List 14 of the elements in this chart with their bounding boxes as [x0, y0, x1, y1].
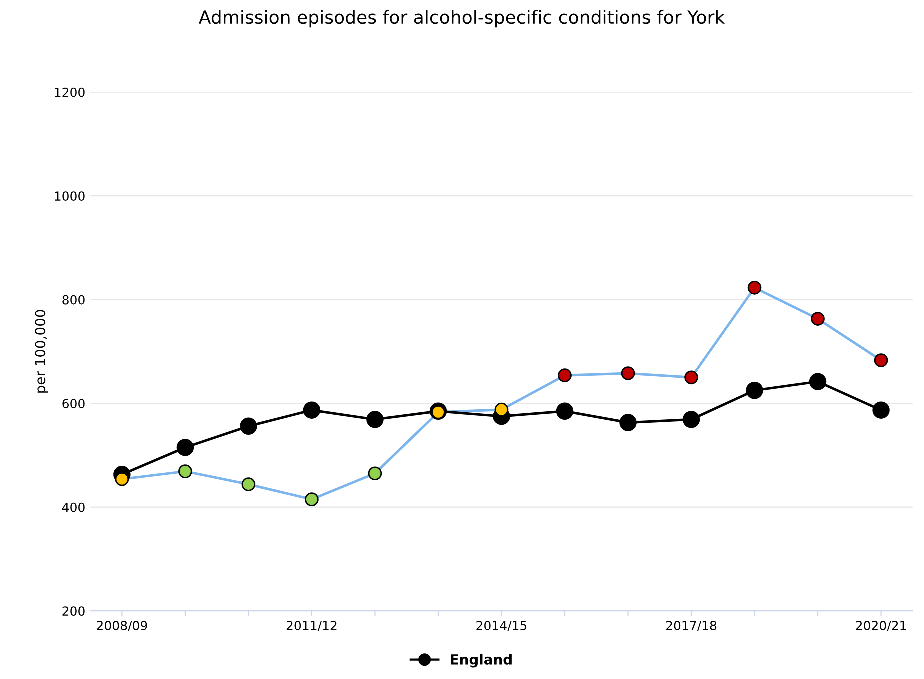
y-tick-label: 600 [62, 399, 85, 409]
x-tick-label: 2008/09 [97, 621, 148, 632]
y-axis-title: per 100,000 [35, 310, 48, 393]
x-tick-label: 2011/12 [286, 621, 337, 632]
y-tick-label: 800 [62, 295, 85, 305]
y-tick-label: 1200 [55, 88, 85, 98]
y-tick-label: 1000 [55, 192, 85, 202]
x-tick-label: 2014/15 [476, 621, 527, 632]
y-tick-label: 200 [62, 606, 85, 616]
x-tick-label: 2017/18 [666, 621, 717, 632]
chart-title: Admission episodes for alcohol-specific conditions for York [199, 10, 726, 28]
legend-label: England [451, 654, 512, 668]
x-tick-label: 2020/21 [856, 621, 906, 632]
y-tick-label: 400 [62, 502, 85, 512]
